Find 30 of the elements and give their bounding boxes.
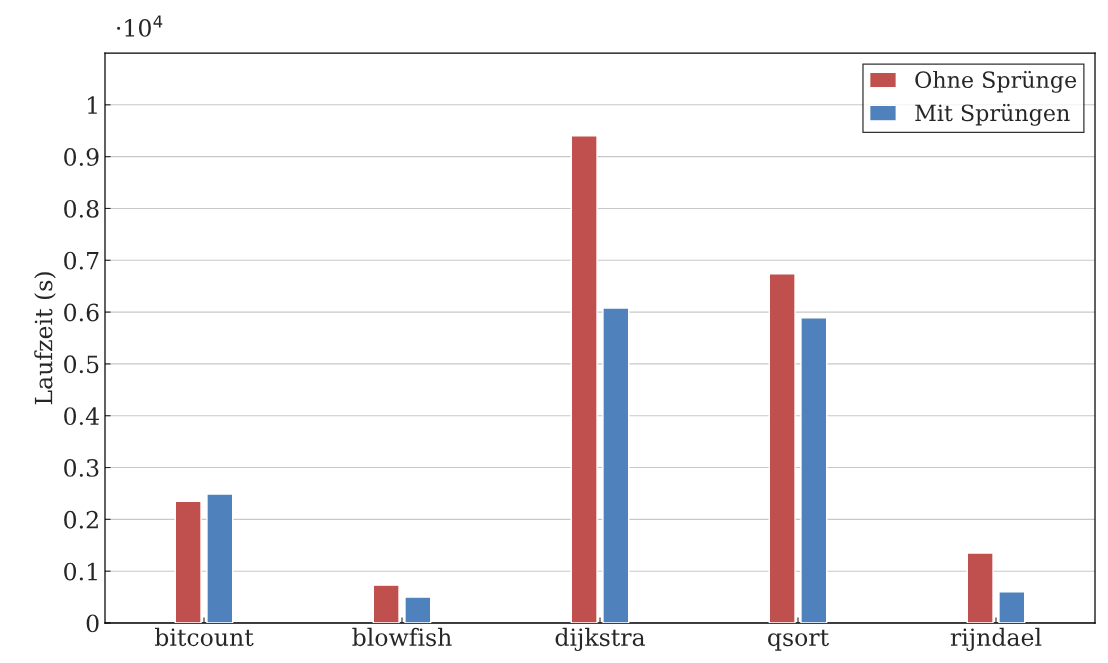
y-tick-label: 0.8 [64,199,99,218]
bar [998,591,1026,623]
text: ·10$^{4}$ [117,15,163,37]
x-tick-label: blowfish [352,627,452,647]
bar [174,500,202,623]
x-tick-label: rijndael [950,627,1042,652]
bar [404,596,432,623]
x-tick-label: qsort [768,629,829,651]
y-tick-label: 0 [86,614,99,633]
y-tick-label: 0.7 [64,251,99,270]
y-tick-label: 0.3 [64,458,99,477]
x-tick-label: bitcount [154,627,254,647]
bar [206,493,234,623]
y-tick-label: 1 [88,96,97,114]
x-tick-label: dijkstra [555,627,645,652]
y-tick-label: 0.5 [64,355,99,374]
bar [800,317,828,623]
bar [570,135,598,623]
bar [372,584,400,623]
bar [768,273,796,623]
y-tick-label: 0.1 [64,562,97,581]
y-tick-label: 0.2 [64,510,98,529]
y-axis-title: Laufzeit (s) [34,272,56,405]
bar [602,307,630,623]
y-tick-label: 0.6 [64,303,99,322]
y-tick-label: 0.4 [64,407,99,426]
legend-label: Mit Sprüngen [915,103,1070,126]
y-tick-label: 0.9 [64,148,99,166]
legend-label: Ohne Sprünge [915,70,1077,93]
bar [966,552,994,623]
